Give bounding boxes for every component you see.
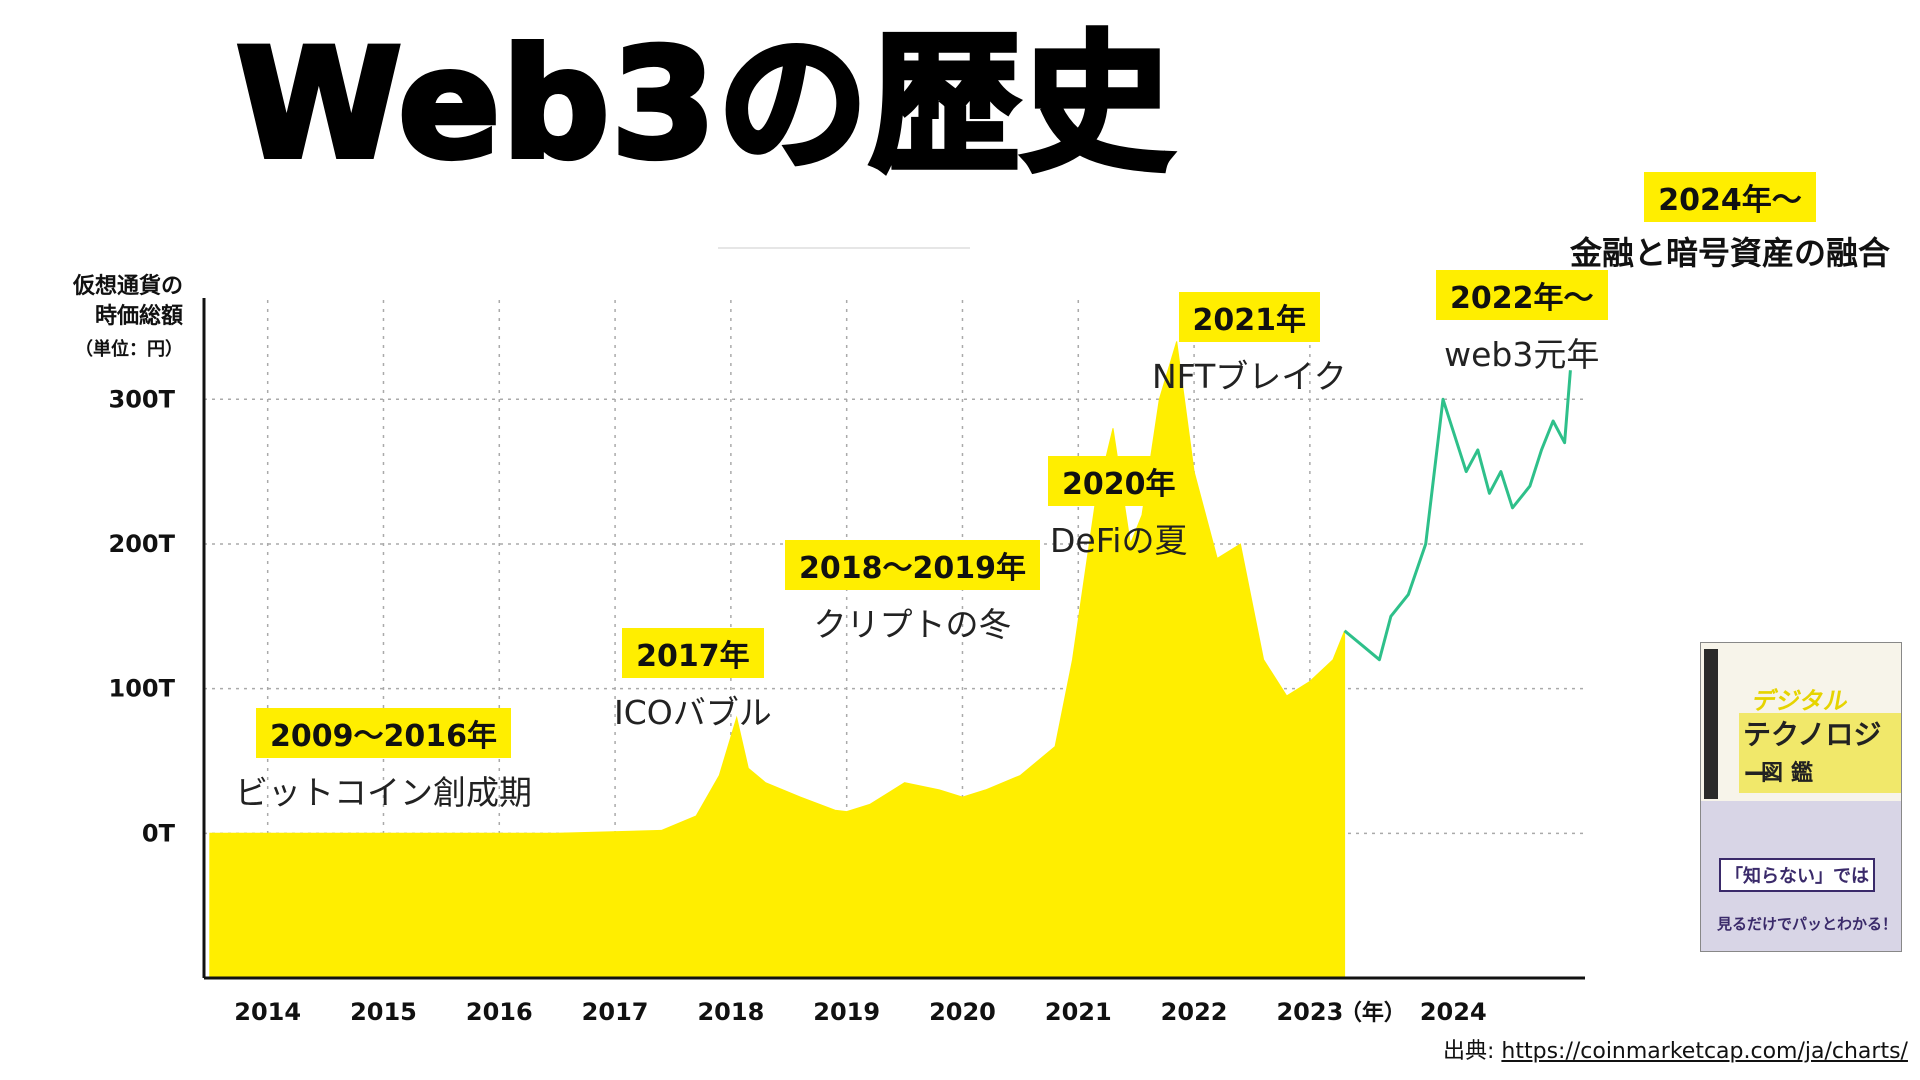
x-unit-label: （年） <box>1340 1000 1406 1026</box>
annotation-year: 2022年〜 <box>1436 270 1608 320</box>
x-tick-labels: 2014 2015 2016 2017 2018 2019 2020 2021 2022 2023… <box>234 998 1486 1026</box>
book-cover-image: デジタル テクノロジー 図鑑 「知らない」では 見るだけでパッとわかる！ <box>1700 642 1902 952</box>
annotation-winter: 2018〜2019年 クリプトの冬 <box>785 540 1040 646</box>
chart-marks <box>209 341 1572 979</box>
annotation-defi: 2020年 DeFiの夏 <box>1048 456 1190 562</box>
x-tick-label: 2019 <box>813 998 880 1026</box>
y-tick-labels: 0T 100T 200T 300T <box>109 385 176 847</box>
annotation-desc: 金融と暗号資産の融合 <box>1570 234 1891 272</box>
axes <box>202 298 1585 980</box>
annotation-web3: 2022年〜 web3元年 <box>1436 270 1608 376</box>
y-tick-label: 0T <box>142 819 176 847</box>
annotation-year: 2021年 <box>1178 292 1321 342</box>
x-tick-label: 2017 <box>582 998 649 1026</box>
book-title-2: テクノロジー <box>1739 713 1901 793</box>
book-title-1: デジタル <box>1750 687 1851 715</box>
annotation-genesis: 2009〜2016年 ビットコイン創成期 <box>235 708 532 814</box>
annotation-desc: クリプトの冬 <box>813 605 1012 644</box>
x-tick-label-last: 2024 <box>1420 998 1487 1026</box>
book-tagline-2: 見るだけでパッとわかる！ <box>1717 915 1898 933</box>
annotation-desc: DeFiの夏 <box>1050 521 1188 560</box>
annotation-year: 2020年 <box>1048 456 1190 506</box>
x-tick-label: 2021 <box>1045 998 1112 1026</box>
y-tick-label: 300T <box>109 385 176 413</box>
x-tick-label: 2014 <box>234 998 301 1026</box>
divider <box>718 247 970 249</box>
x-tick-label: 2018 <box>697 998 764 1026</box>
y-tick-label: 100T <box>109 675 176 703</box>
annotation-desc: ビットコイン創成期 <box>235 773 532 812</box>
annotation-year: 2024年〜 <box>1644 172 1816 222</box>
source-label: 出典: <box>1443 1039 1502 1064</box>
y-tick-label: 200T <box>109 530 176 558</box>
market-cap-area <box>209 341 1346 979</box>
annotation-year: 2009〜2016年 <box>256 708 511 758</box>
x-tick-label: 2023 <box>1276 998 1343 1026</box>
source-link[interactable]: https://coinmarketcap.com/ja/charts/ <box>1501 1039 1908 1064</box>
annotation-desc: NFTブレイク <box>1152 357 1347 396</box>
x-tick-label: 2015 <box>350 998 417 1026</box>
book-title-3: 図鑑 <box>1761 761 1822 786</box>
annotation-ico: 2017年 ICOバブル <box>614 628 772 734</box>
book-tagline: 「知らない」では <box>1719 858 1875 892</box>
y-axis-unit: （単位：円） <box>75 339 183 360</box>
x-tick-label: 2022 <box>1161 998 1228 1026</box>
market-cap-line <box>1343 370 1572 662</box>
annotation-year: 2017年 <box>622 628 764 678</box>
annotation-nft: 2021年 NFTブレイク <box>1152 292 1347 398</box>
annotation-year: 2018〜2019年 <box>785 540 1040 590</box>
x-tick-label: 2020 <box>929 998 996 1026</box>
page-title: Web3の歴史 <box>233 18 1175 192</box>
book-spine <box>1704 649 1718 799</box>
source-citation: 出典: https://coinmarketcap.com/ja/charts/ <box>1443 1033 1908 1065</box>
annotation-desc: web3元年 <box>1444 335 1600 374</box>
x-tick-label: 2016 <box>466 998 533 1026</box>
annotation-finance: 2024年〜 金融と暗号資産の融合 <box>1570 172 1890 274</box>
y-axis-label: 仮想通貨の 時価総額 <box>72 274 183 329</box>
annotation-desc: ICOバブル <box>614 693 772 732</box>
